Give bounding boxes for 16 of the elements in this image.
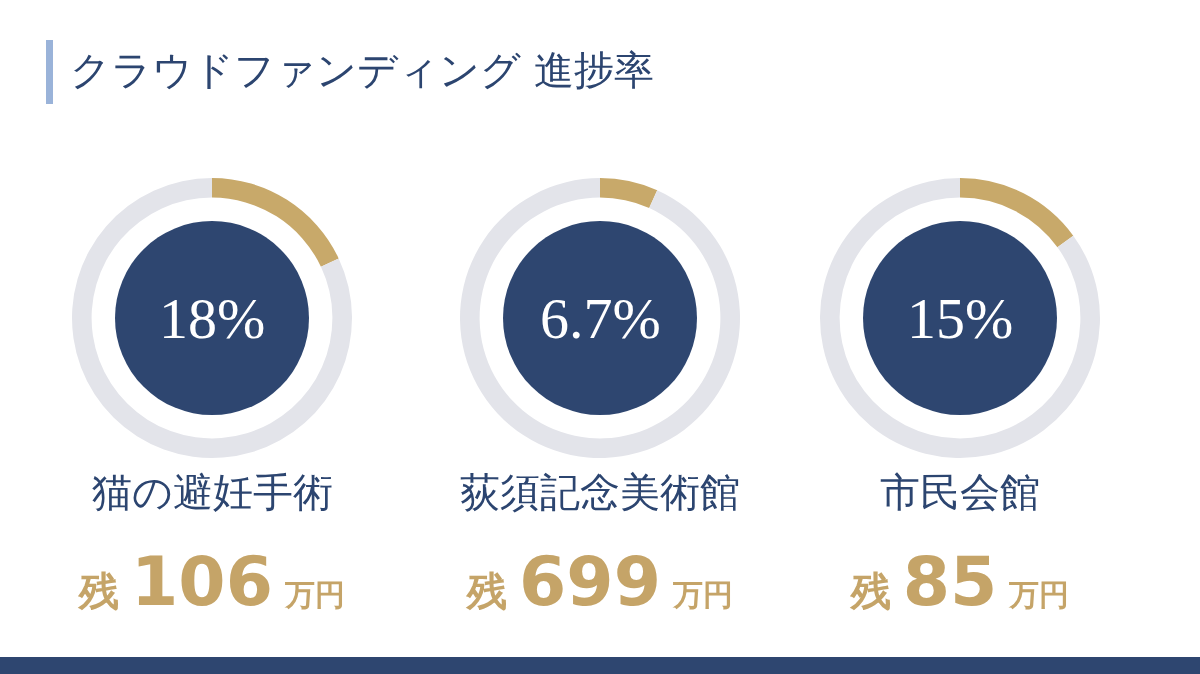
text: 15% <box>907 286 1014 351</box>
text: クラウドファンディング 進捗率 <box>70 46 654 94</box>
text: 市民会館 <box>879 469 1041 515</box>
donut-slice <box>72 178 352 458</box>
text: 残 106 万円 <box>79 542 345 621</box>
text: 18% <box>159 286 266 351</box>
donut-slice <box>600 178 658 209</box>
text: 6.7% <box>540 286 661 351</box>
text: 荻須記念美術館 <box>459 469 741 515</box>
text: 猫の避妊手術 <box>90 469 334 515</box>
donut-slice <box>960 178 1074 248</box>
donut-slice <box>460 178 740 458</box>
donut-slice <box>820 178 1100 458</box>
text: 残 699 万円 <box>467 542 733 621</box>
donut-slice <box>212 178 339 267</box>
text: 残 85 万円 <box>850 542 1070 621</box>
